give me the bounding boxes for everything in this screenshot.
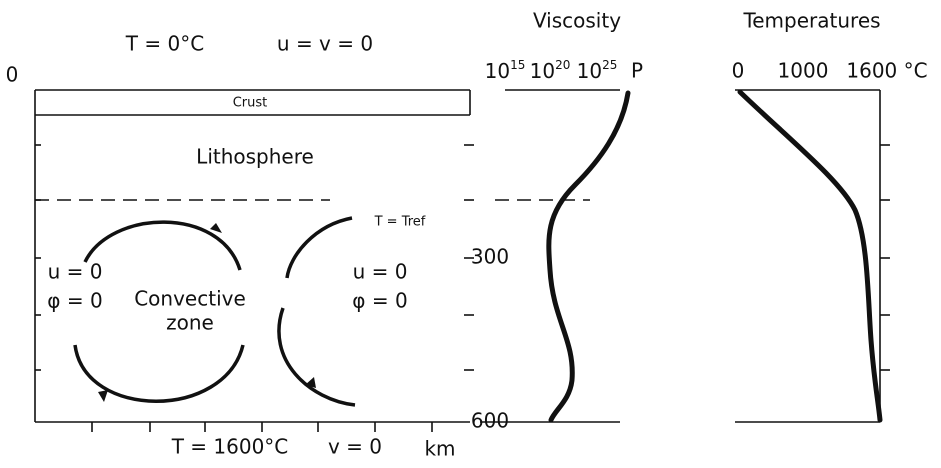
depth-label: 0 (6, 63, 19, 87)
top-label: u = v = 0 (277, 32, 373, 56)
temperature-tick: 1000 (778, 59, 829, 83)
top-label: T = 0°C (125, 32, 204, 56)
lithosphere-label: Lithosphere (196, 145, 314, 169)
diagram: T = 0°C u = v = 0 0 Crust Lithosphere T … (0, 0, 941, 464)
tick-base: 10 (577, 59, 602, 83)
bottom-label: v = 0 (328, 435, 382, 459)
tick-exponent: 15 (510, 58, 525, 72)
viscosity-tick: 1025 (577, 58, 618, 83)
viscosity-unit: P (631, 59, 643, 83)
depth-unit: km (424, 437, 455, 461)
boundary-label: φ = 0 (47, 289, 102, 313)
tick-base: 10 (485, 59, 510, 83)
boundary-label: u = 0 (353, 260, 408, 284)
tick-base: 10 (530, 59, 555, 83)
temperature-panel (735, 90, 890, 422)
depth-tick: 300 (471, 245, 509, 269)
tref-label: T = Tref (374, 215, 426, 230)
tick-exponent: 25 (602, 58, 617, 72)
panel-title: Temperatures (742, 9, 880, 33)
viscosity-tick: 1015 (485, 58, 526, 83)
boundary-label: φ = 0 (352, 289, 407, 313)
zone-label: Convective (134, 287, 246, 311)
temperature-tick: 1600 °C (846, 59, 927, 83)
zone-label: zone (166, 311, 214, 335)
boundary-label: u = 0 (48, 260, 103, 284)
temperature-tick: 0 (732, 59, 745, 83)
bottom-label: T = 1600°C (171, 435, 289, 459)
crust-label: Crust (233, 96, 268, 111)
tick-exponent: 20 (555, 58, 570, 72)
viscosity-tick: 1020 (530, 58, 571, 83)
panel-title: Viscosity (533, 9, 621, 33)
depth-tick: 600 (471, 409, 509, 433)
